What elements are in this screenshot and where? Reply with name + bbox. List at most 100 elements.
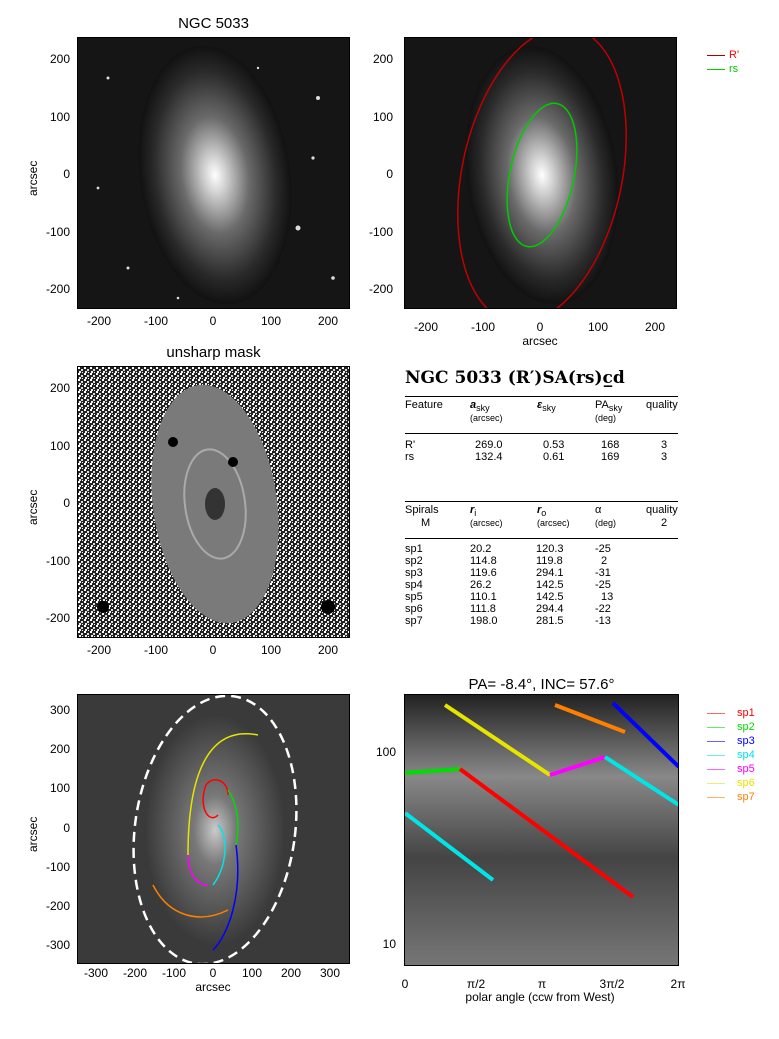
legend-item: sp7 (707, 790, 755, 804)
x-tick: 300 (319, 966, 341, 980)
y-tick: -200 (45, 282, 70, 296)
table-row: sp3 119.6 294.1 -31 (405, 567, 680, 579)
x-tick: -100 (161, 966, 187, 980)
polar-plot-image (405, 695, 678, 965)
divider (405, 396, 678, 397)
table-cell: 114.8 (470, 555, 497, 567)
y-tick: 200 (49, 52, 70, 66)
x-axis-label: arcsec (522, 334, 558, 348)
table-cell: 26.2 (470, 579, 492, 591)
table-cell: -13 (595, 615, 611, 627)
y-tick: 100 (375, 745, 396, 759)
polar-sp5 (549, 755, 606, 777)
x-tick: 2π (670, 977, 686, 991)
ellipse-fit-panel (404, 37, 677, 309)
polar-sp6 (443, 703, 552, 777)
y-axis-label: arcsec (26, 160, 40, 196)
y-tick: 200 (372, 52, 393, 66)
table-cell: sp7 (405, 615, 423, 627)
table-cell: sp6 (405, 603, 423, 615)
y-tick: 200 (49, 742, 70, 756)
y-tick: 100 (49, 439, 70, 453)
table-row: sp2 114.8 119.8 2 (405, 555, 680, 567)
y-tick: 100 (372, 110, 393, 124)
rs-ellipse (506, 102, 578, 248)
x-axis-label-polar: polar angle (ccw from West) (465, 990, 615, 1004)
polar-sp4b (405, 811, 495, 882)
y-tick: -300 (45, 938, 70, 952)
legend-item: sp2 (707, 720, 755, 734)
legend-item: sp6 (707, 776, 755, 790)
x-tick: 100 (260, 643, 282, 657)
x-tick: 0 (401, 977, 409, 991)
y-tick: 0 (63, 167, 70, 181)
x-tick: -200 (122, 966, 148, 980)
y-tick: 100 (49, 110, 70, 124)
y-tick: -200 (45, 611, 70, 625)
x-tick: 3π/2 (599, 977, 625, 991)
divider (405, 538, 678, 539)
x-tick: -200 (86, 314, 112, 328)
r-prime-ellipse (457, 38, 627, 308)
polar-sp1 (458, 767, 635, 899)
table-cell: 198.0 (470, 615, 498, 627)
galaxy-image (78, 38, 349, 308)
spiral-sp3 (212, 844, 239, 951)
outer-ring-ellipse (132, 695, 298, 963)
panel6-title: PA= -8.4°, INC= 57.6° (468, 676, 615, 693)
panel3-title: unsharp mask (166, 344, 261, 361)
unsharp-mask-panel (77, 366, 350, 638)
polar-plot-panel (404, 694, 679, 966)
x-tick: 200 (317, 643, 339, 657)
x-tick: 0 (209, 966, 217, 980)
table-row: sp7 198.0 281.5 -13 (405, 615, 680, 627)
spiral-sp7 (152, 884, 229, 918)
spiral-sp4 (212, 824, 226, 886)
table-row: sp5 110.1 142.5 13 (405, 591, 680, 603)
x-tick: π (537, 977, 547, 991)
legend-item: sp3 (707, 734, 755, 748)
polar-sp3 (611, 701, 678, 769)
legend-item: sp1 (707, 706, 755, 720)
table-cell: 110.1 (470, 591, 497, 603)
table-row: sp1 20.2 120.3 -25 (405, 543, 680, 555)
table-row: R' 269.0 0.53 168 3 (405, 439, 668, 451)
legend-item: sp5 (707, 762, 755, 776)
table-cell: sp5 (405, 591, 423, 603)
y-tick: 0 (386, 167, 393, 181)
legend-item: R' (707, 48, 739, 62)
galaxy-image-panel (77, 37, 350, 309)
table-cell: -22 (595, 603, 611, 615)
table-cell: 119.8 (536, 555, 563, 567)
x-tick: -100 (143, 314, 169, 328)
polar-sp2 (405, 767, 461, 775)
table-row: rs 132.4 0.61 169 3 (405, 451, 668, 463)
x-tick: 0 (209, 314, 217, 328)
x-axis-label: arcsec (195, 980, 231, 994)
spiral-sp5 (187, 854, 209, 886)
table-cell: sp4 (405, 579, 423, 591)
y-tick: -100 (45, 225, 70, 239)
spiral-header: Spirals M ri (arcsec) ro (arcsec) α (deg… (405, 504, 678, 529)
feature-header: Feature asky (arcsec) εsky PAsky (deg) q… (405, 399, 678, 423)
spiral-sp2 (227, 789, 239, 846)
table-cell: sp3 (405, 567, 423, 579)
x-tick: π/2 (466, 977, 486, 991)
spiral-sp1 (202, 779, 229, 819)
y-axis-label: arcsec (26, 489, 40, 525)
spiral-tracing-panel (77, 694, 350, 964)
y-axis-label: arcsec (26, 816, 40, 852)
legend-item: sp4 (707, 748, 755, 762)
table-cell: 281.5 (536, 615, 564, 627)
table-cell: 20.2 (470, 543, 492, 555)
y-tick: 10 (382, 937, 396, 951)
polar-sp4a (603, 755, 678, 807)
x-tick: 0 (209, 643, 217, 657)
y-tick: -100 (368, 225, 393, 239)
x-tick: 200 (317, 314, 339, 328)
table-cell: 119.6 (470, 567, 497, 579)
table-cell: -25 (595, 543, 611, 555)
x-tick: 100 (587, 320, 609, 334)
table-row: sp4 26.2 142.5 -25 (405, 579, 680, 591)
unsharp-mask-image (78, 367, 349, 637)
